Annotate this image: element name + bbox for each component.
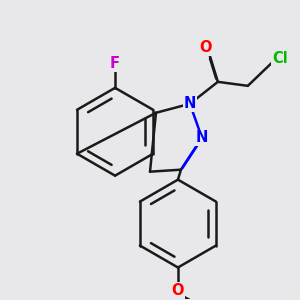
Text: O: O <box>200 40 212 56</box>
Text: Cl: Cl <box>272 51 288 66</box>
Text: F: F <box>110 56 120 71</box>
Text: N: N <box>184 96 196 111</box>
Text: O: O <box>172 283 184 298</box>
Text: N: N <box>196 130 208 145</box>
